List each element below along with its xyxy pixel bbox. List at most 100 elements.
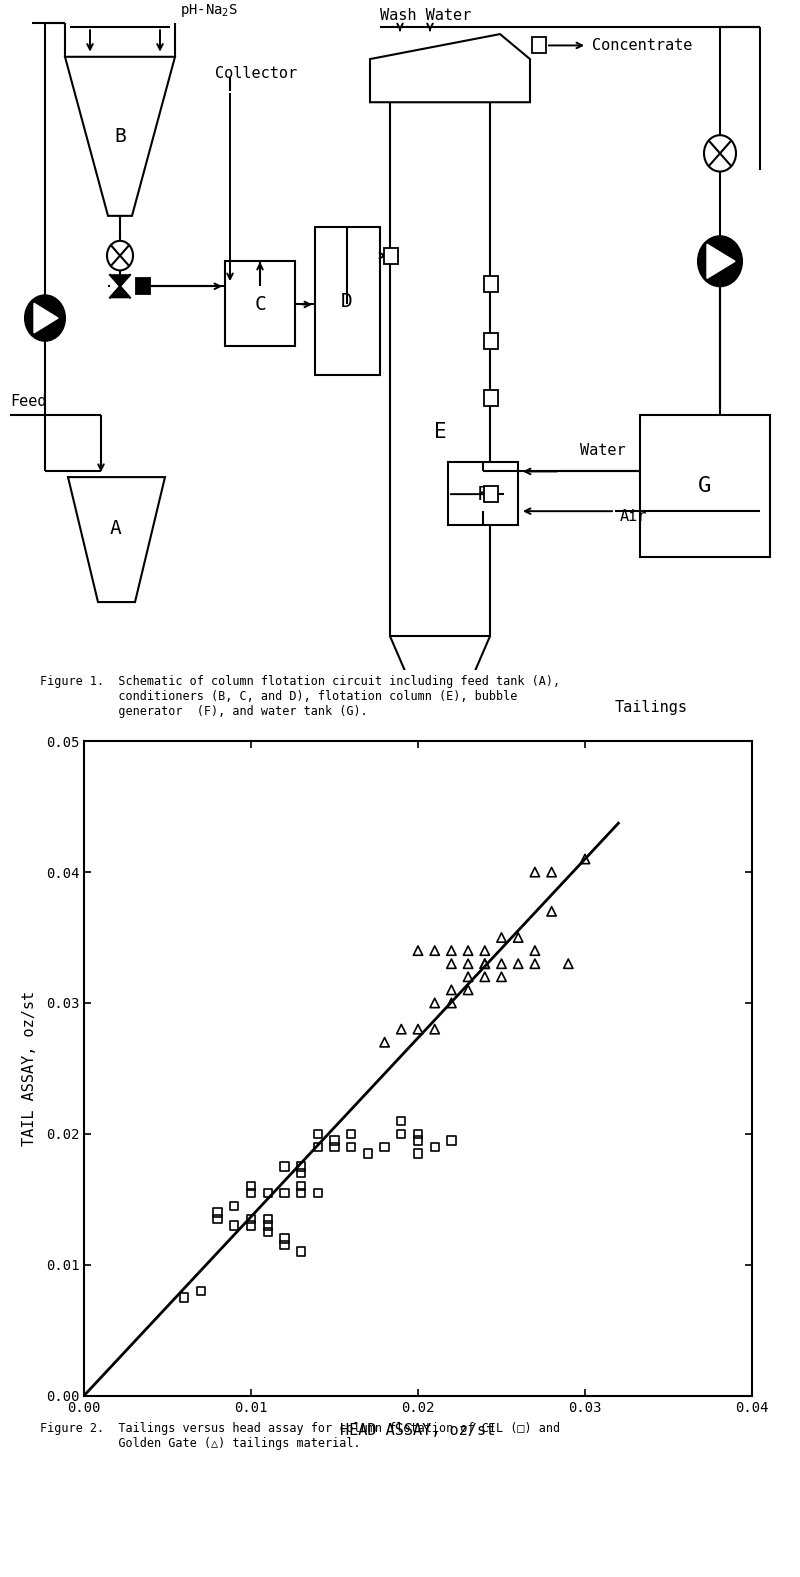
Text: pH-Na$_2$S: pH-Na$_2$S <box>180 2 238 19</box>
Polygon shape <box>110 274 130 287</box>
Point <box>278 1233 291 1258</box>
Point <box>562 951 574 976</box>
Point <box>294 1154 307 1180</box>
Text: Figure 1.  Schematic of column flotation circuit including feed tank (A),
      : Figure 1. Schematic of column flotation … <box>40 675 560 718</box>
Point <box>546 859 558 885</box>
Polygon shape <box>707 244 735 278</box>
Point <box>311 1121 324 1146</box>
Bar <box>484 390 498 405</box>
Point <box>245 1206 258 1232</box>
Bar <box>532 38 546 54</box>
Point <box>311 1180 324 1205</box>
Point <box>411 1128 424 1153</box>
Point <box>478 938 491 964</box>
Point <box>345 1134 358 1159</box>
Point <box>211 1206 224 1232</box>
Point <box>445 990 458 1016</box>
Point <box>462 951 474 976</box>
Text: D: D <box>341 292 353 311</box>
Point <box>278 1180 291 1205</box>
Point <box>512 951 525 976</box>
Bar <box>136 278 150 295</box>
Point <box>411 1140 424 1165</box>
Point <box>428 1017 441 1042</box>
Point <box>428 990 441 1016</box>
Point <box>495 924 508 949</box>
Point <box>262 1213 274 1238</box>
Point <box>411 938 424 964</box>
Circle shape <box>25 295 65 341</box>
Point <box>345 1121 358 1146</box>
Text: A: A <box>110 519 122 538</box>
Text: Concentrate: Concentrate <box>592 38 692 54</box>
Point <box>395 1017 408 1042</box>
Point <box>294 1180 307 1205</box>
Bar <box>484 333 498 349</box>
Polygon shape <box>65 57 175 216</box>
Point <box>395 1121 408 1146</box>
Text: Water: Water <box>580 443 626 459</box>
Point <box>445 1128 458 1153</box>
Point <box>546 899 558 924</box>
Point <box>294 1240 307 1265</box>
Polygon shape <box>110 287 130 298</box>
Point <box>245 1180 258 1205</box>
Point <box>411 1017 424 1042</box>
Point <box>445 951 458 976</box>
Point <box>411 1121 424 1146</box>
Bar <box>640 415 770 557</box>
Point <box>495 951 508 976</box>
Text: Wash Water: Wash Water <box>380 8 471 22</box>
Circle shape <box>698 237 742 287</box>
Point <box>294 1161 307 1186</box>
Bar <box>315 227 380 375</box>
Point <box>328 1134 341 1159</box>
Polygon shape <box>34 303 58 333</box>
Bar <box>390 103 490 636</box>
Point <box>462 964 474 989</box>
Point <box>428 1134 441 1159</box>
Text: F: F <box>477 484 489 503</box>
Point <box>529 938 542 964</box>
Point <box>395 1109 408 1134</box>
Point <box>378 1030 391 1055</box>
Point <box>378 1134 391 1159</box>
Point <box>529 951 542 976</box>
Point <box>478 964 491 989</box>
Polygon shape <box>68 478 165 602</box>
Text: Collector: Collector <box>215 66 297 82</box>
Point <box>211 1200 224 1225</box>
Polygon shape <box>370 35 530 103</box>
Bar <box>484 486 498 501</box>
Point <box>462 978 474 1003</box>
Point <box>445 938 458 964</box>
Text: B: B <box>114 126 126 145</box>
Point <box>294 1173 307 1199</box>
Point <box>262 1180 274 1205</box>
Point <box>228 1213 241 1238</box>
Point <box>262 1206 274 1232</box>
Point <box>445 978 458 1003</box>
Y-axis label: TAIL ASSAY, oz/st: TAIL ASSAY, oz/st <box>22 990 38 1146</box>
Point <box>262 1219 274 1244</box>
Point <box>328 1128 341 1153</box>
Text: G: G <box>698 476 712 497</box>
Bar <box>384 248 398 263</box>
Bar <box>484 276 498 292</box>
Point <box>529 859 542 885</box>
Text: Feed: Feed <box>10 394 46 408</box>
Point <box>194 1279 207 1304</box>
Point <box>512 924 525 949</box>
Point <box>245 1213 258 1238</box>
X-axis label: HEAD ASSAY, oz/st: HEAD ASSAY, oz/st <box>341 1422 495 1438</box>
Bar <box>448 462 518 525</box>
Text: C: C <box>254 295 266 314</box>
Text: Tailings: Tailings <box>615 700 688 716</box>
Point <box>278 1154 291 1180</box>
Text: Figure 2.  Tailings versus head assay for column flotation of CIL (□) and
      : Figure 2. Tailings versus head assay for… <box>40 1422 560 1451</box>
Point <box>245 1173 258 1199</box>
Point <box>178 1285 190 1310</box>
Point <box>478 951 491 976</box>
Point <box>311 1134 324 1159</box>
Point <box>462 938 474 964</box>
